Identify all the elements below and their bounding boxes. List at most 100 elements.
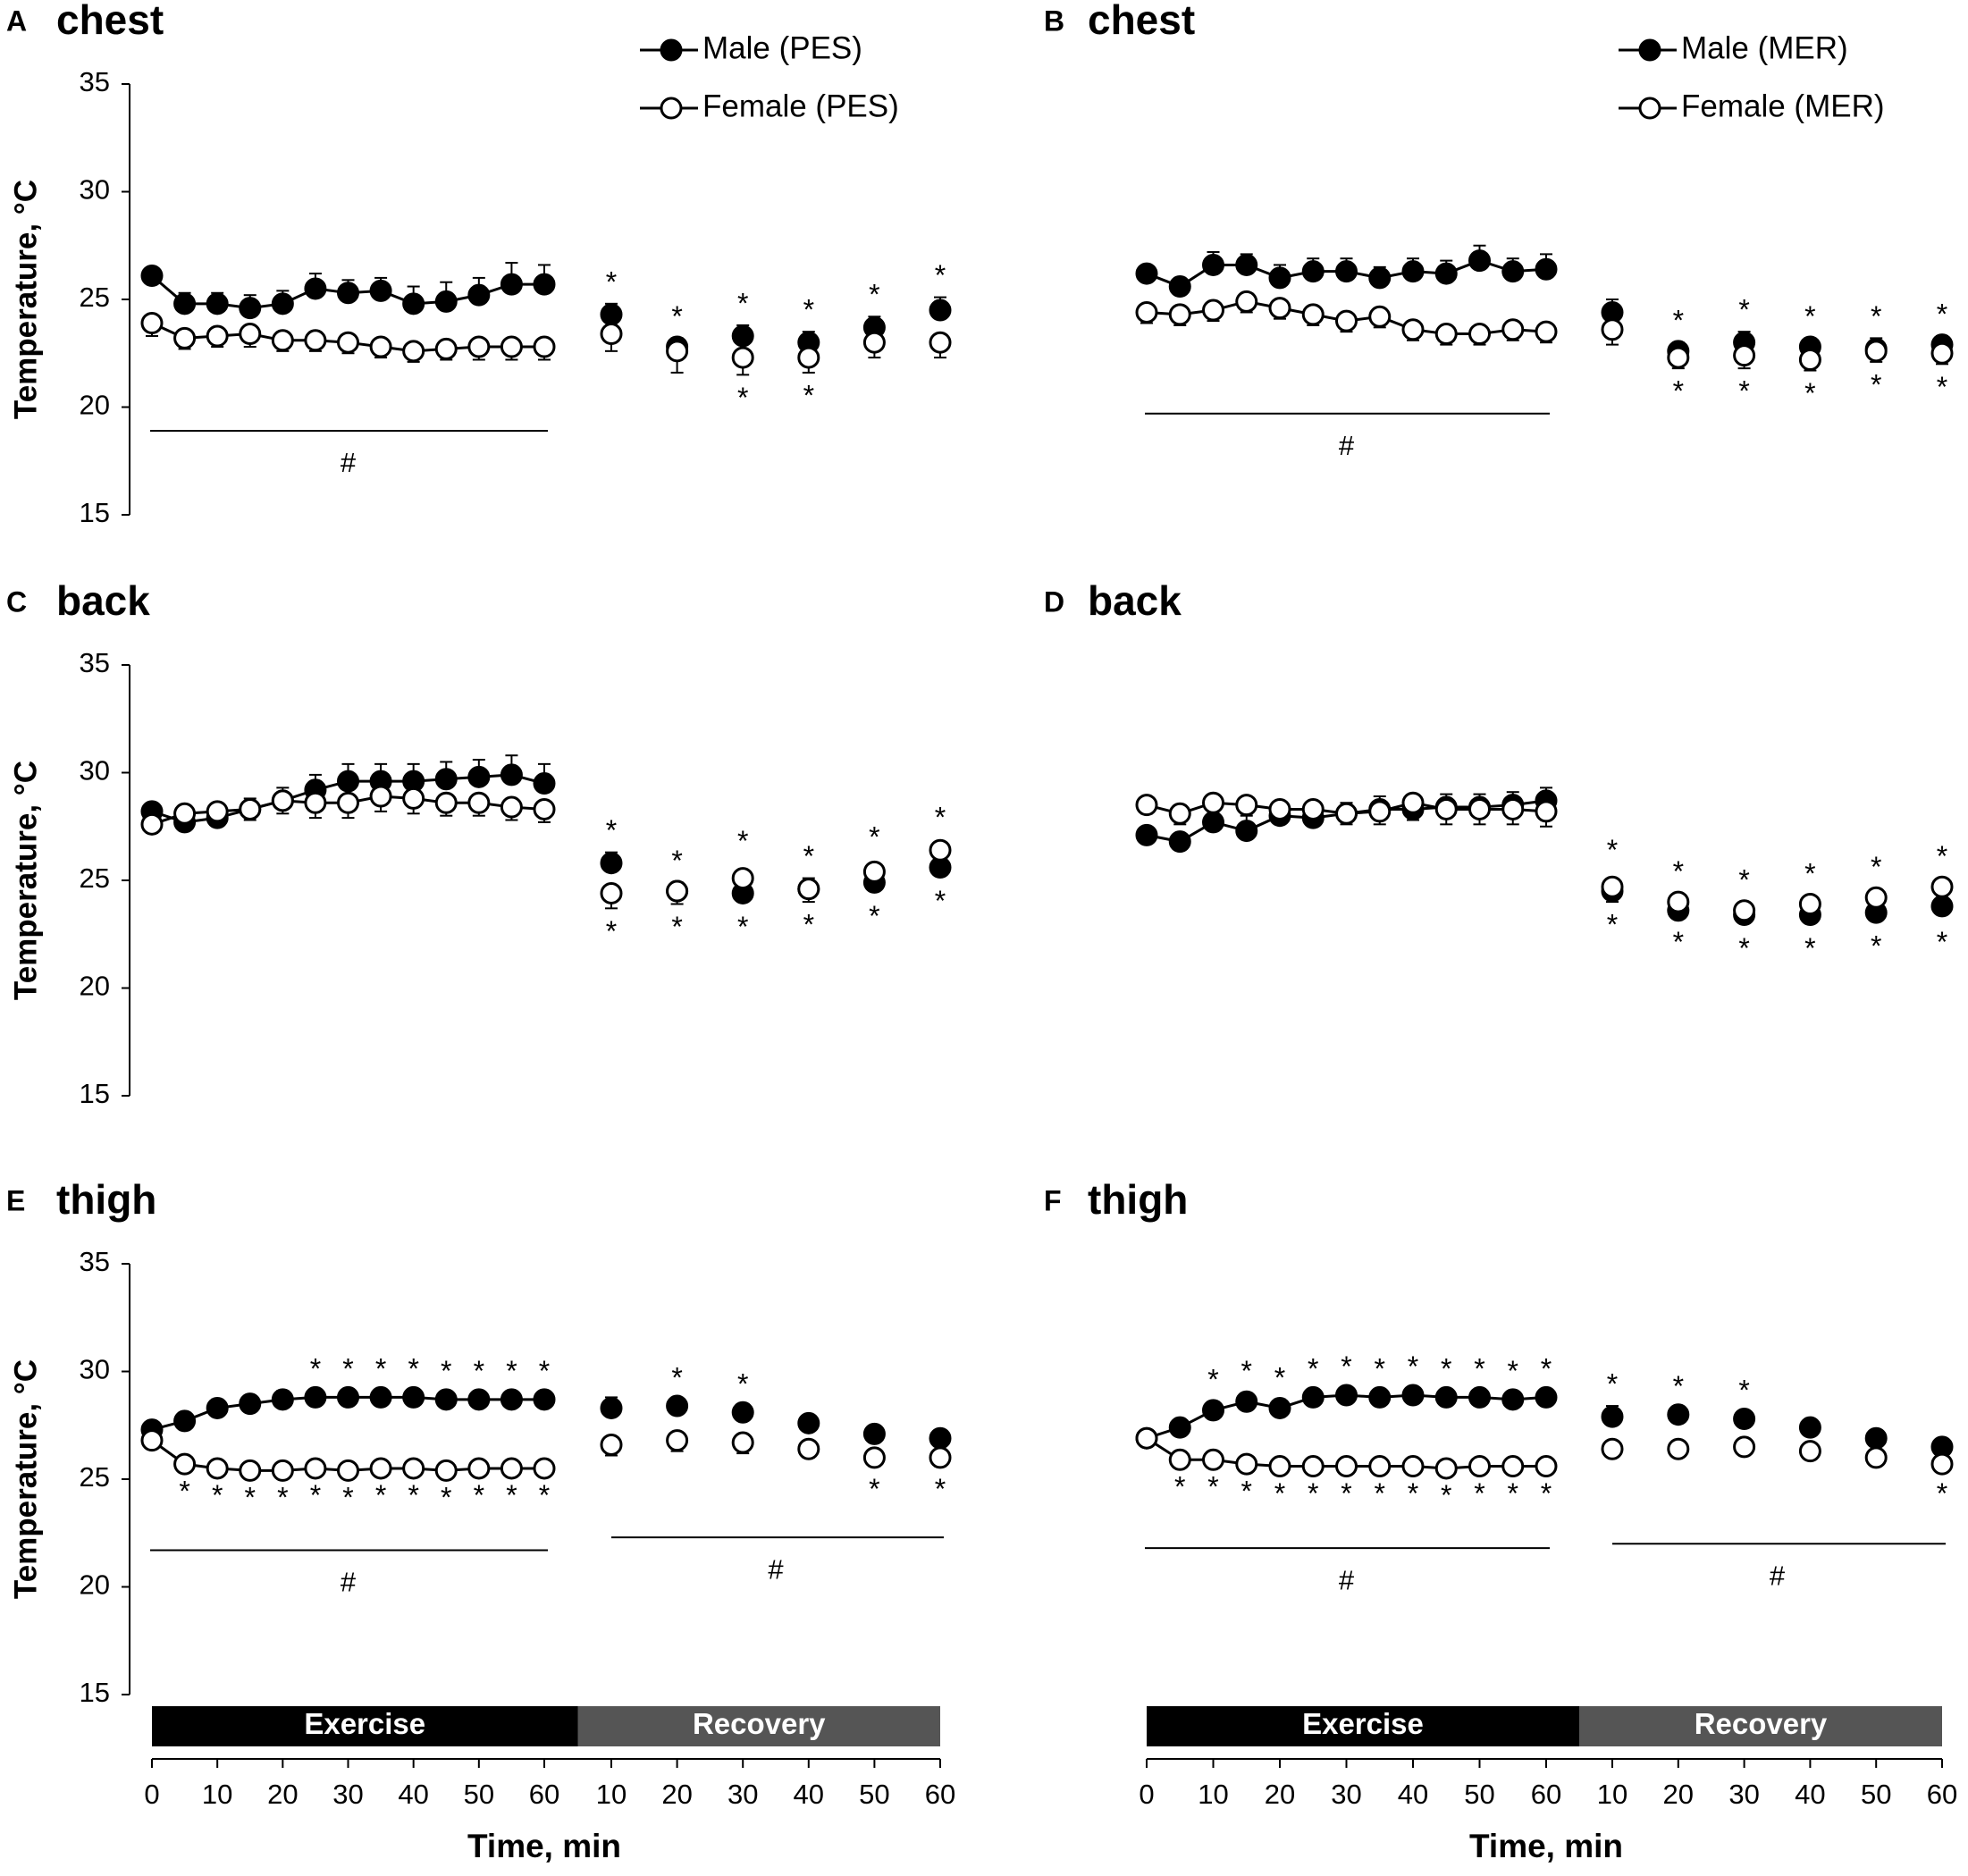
female-marker bbox=[1135, 300, 1158, 324]
male-marker bbox=[402, 1385, 425, 1409]
y-tick-label: 15 bbox=[80, 497, 110, 528]
female-marker bbox=[1202, 299, 1224, 322]
significance-star: * bbox=[671, 1361, 682, 1393]
male-marker bbox=[239, 297, 262, 320]
significance-star: * bbox=[737, 1368, 748, 1401]
significance-star: * bbox=[869, 279, 879, 311]
female-marker bbox=[929, 1446, 952, 1469]
female-marker bbox=[1535, 800, 1558, 823]
female-marker bbox=[140, 812, 164, 836]
y-tick-label: 30 bbox=[80, 755, 110, 787]
panel-title: chest bbox=[56, 0, 164, 43]
significance-star: * bbox=[310, 1353, 321, 1385]
significance-star: * bbox=[1738, 294, 1749, 326]
y-tick-label: 20 bbox=[80, 390, 110, 421]
female-marker bbox=[1733, 344, 1756, 367]
female-marker bbox=[1301, 303, 1325, 326]
significance-star: * bbox=[1474, 1477, 1484, 1510]
significance-star: * bbox=[1937, 926, 1947, 958]
x-tick-label: 20 bbox=[661, 1779, 692, 1810]
significance-star: * bbox=[1274, 1361, 1285, 1393]
female-marker bbox=[1434, 323, 1458, 346]
male-marker bbox=[467, 1388, 491, 1411]
significance-star: * bbox=[1937, 840, 1947, 872]
y-tick-label: 30 bbox=[80, 174, 110, 206]
x-tick-label: 40 bbox=[1795, 1779, 1825, 1810]
significance-star: * bbox=[1804, 377, 1815, 409]
significance-star: * bbox=[1207, 1364, 1218, 1396]
female-marker bbox=[797, 346, 820, 369]
female-marker bbox=[1864, 886, 1888, 909]
male-marker bbox=[1235, 1390, 1258, 1413]
male-marker bbox=[1667, 1403, 1690, 1426]
y-axis-label: Temperature, °C bbox=[8, 180, 43, 419]
female-marker bbox=[369, 335, 392, 358]
significance-star: * bbox=[1508, 1355, 1518, 1387]
male-marker bbox=[1501, 260, 1525, 283]
female-marker bbox=[1401, 318, 1425, 341]
significance-star: * bbox=[375, 1479, 386, 1511]
x-tick-label: 10 bbox=[202, 1779, 232, 1810]
male-marker bbox=[1930, 895, 1954, 918]
significance-star: * bbox=[1308, 1477, 1318, 1510]
significance-star: * bbox=[1738, 1375, 1749, 1407]
significance-star: * bbox=[1871, 368, 1881, 400]
significance-star: * bbox=[1673, 375, 1684, 408]
male-marker bbox=[929, 299, 952, 322]
legend-marker bbox=[660, 38, 683, 62]
male-marker bbox=[369, 279, 392, 302]
male-marker bbox=[173, 1409, 197, 1433]
female-marker bbox=[929, 838, 952, 862]
female-marker bbox=[1667, 346, 1690, 369]
male-marker bbox=[1268, 266, 1291, 290]
significance-star: * bbox=[1241, 1355, 1252, 1387]
male-marker bbox=[500, 273, 523, 296]
legend-label: Male (PES) bbox=[702, 30, 862, 65]
female-marker bbox=[1135, 1426, 1158, 1450]
significance-star: * bbox=[1804, 857, 1815, 889]
male-marker bbox=[239, 1392, 262, 1416]
female-marker bbox=[731, 1431, 754, 1454]
female-marker bbox=[173, 326, 197, 349]
male-marker bbox=[467, 765, 491, 788]
female-marker bbox=[500, 795, 523, 819]
panel-letter: D bbox=[1044, 585, 1064, 618]
male-marker bbox=[1468, 1385, 1491, 1409]
significance-star: * bbox=[408, 1353, 418, 1385]
female-marker bbox=[862, 1446, 886, 1469]
significance-star: * bbox=[1673, 855, 1684, 888]
female-marker bbox=[173, 1452, 197, 1476]
female-marker bbox=[1864, 1446, 1888, 1469]
female-marker bbox=[731, 346, 754, 369]
female-marker bbox=[369, 1457, 392, 1480]
male-marker bbox=[1335, 1384, 1358, 1407]
legend-marker bbox=[1638, 97, 1661, 120]
female-marker bbox=[1798, 1440, 1821, 1463]
x-tick-label: 50 bbox=[1861, 1779, 1891, 1810]
significance-star: * bbox=[1541, 1353, 1552, 1385]
significance-star: * bbox=[803, 840, 814, 872]
x-tick-label: 20 bbox=[1663, 1779, 1694, 1810]
male-marker bbox=[1535, 257, 1558, 281]
male-marker bbox=[533, 273, 556, 296]
female-marker bbox=[533, 335, 556, 358]
significance-star: * bbox=[1174, 1471, 1185, 1503]
panel-title: back bbox=[1088, 577, 1182, 624]
female-marker bbox=[666, 1429, 689, 1452]
significance-star: * bbox=[1341, 1477, 1351, 1510]
female-marker bbox=[434, 791, 458, 814]
panel-letter: A bbox=[6, 4, 27, 37]
significance-star: * bbox=[737, 382, 748, 414]
legend-label: Female (PES) bbox=[702, 88, 899, 123]
female-marker bbox=[304, 791, 327, 814]
x-tick-label: 20 bbox=[267, 1779, 298, 1810]
male-marker bbox=[533, 772, 556, 795]
significance-star: * bbox=[474, 1479, 484, 1511]
significance-star: * bbox=[1673, 305, 1684, 337]
female-marker bbox=[1468, 1455, 1491, 1478]
y-axis-label: Temperature, °C bbox=[8, 1359, 43, 1599]
male-marker bbox=[1235, 253, 1258, 276]
male-marker bbox=[1202, 253, 1224, 276]
significance-star: * bbox=[1937, 371, 1947, 403]
bracket-label: # bbox=[1339, 1564, 1355, 1595]
